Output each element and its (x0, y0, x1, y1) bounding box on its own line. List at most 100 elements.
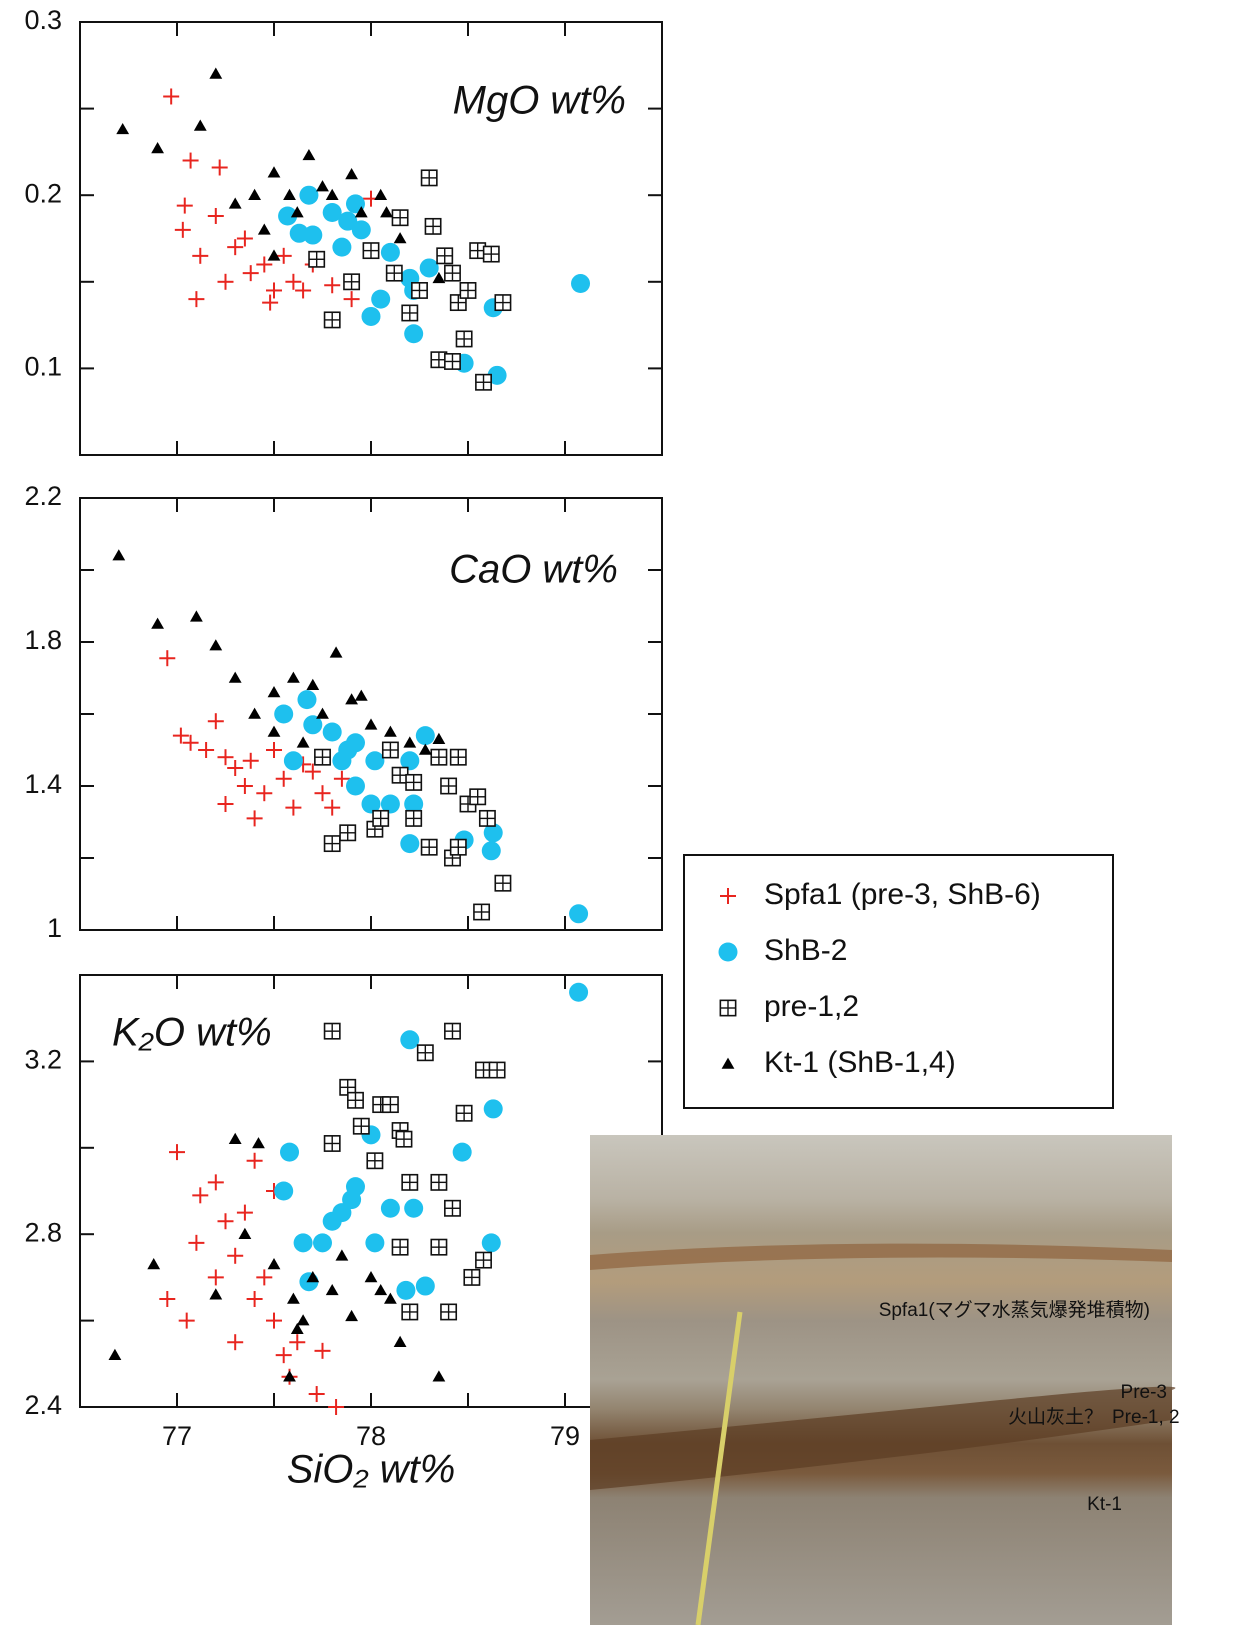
tri (316, 707, 329, 719)
marker-circle (365, 1233, 385, 1253)
marker-circle (332, 751, 352, 771)
tri (108, 1348, 122, 1360)
x-axis-label: SiO₂ wt% (287, 1448, 456, 1492)
tri (290, 1322, 304, 1335)
tri (721, 1057, 735, 1069)
tri (296, 1314, 310, 1326)
x-tick-label: 78 (356, 1421, 386, 1451)
marker-plus (266, 282, 282, 299)
panel-title: K₂O wt% (112, 1011, 272, 1055)
marker-plus (314, 1342, 331, 1359)
dot (569, 982, 589, 1002)
marker-circle (278, 206, 298, 226)
tri (316, 180, 329, 192)
marker-circle (322, 203, 342, 223)
marker-circle (452, 1142, 472, 1162)
legend-marker (720, 888, 736, 904)
marker-plus (227, 1247, 244, 1264)
tri (151, 142, 164, 154)
marker-plus (192, 1187, 209, 1204)
marker-triangle (267, 686, 281, 698)
marker-circle (415, 1276, 435, 1296)
marker-circle (293, 1233, 313, 1253)
dot (332, 751, 352, 771)
marker-circle (400, 751, 420, 771)
dot (400, 834, 420, 854)
dot (365, 1233, 385, 1253)
dot (338, 211, 358, 231)
marker-plus (172, 727, 189, 744)
marker-triangle (325, 1283, 339, 1296)
tri (374, 188, 388, 200)
tri (283, 188, 296, 200)
tri (302, 148, 316, 161)
dot (380, 794, 400, 814)
marker-boxplus (430, 1173, 448, 1191)
marker-circle (345, 776, 365, 796)
marker-circle (303, 225, 323, 245)
marker-boxplus (395, 1130, 413, 1148)
marker-circle (404, 1198, 424, 1218)
marker-boxplus (469, 242, 487, 260)
marker-boxplus (494, 294, 512, 312)
y-tick-label: 0.2 (24, 178, 62, 208)
marker-triangle (345, 693, 358, 705)
marker-plus (227, 760, 244, 776)
legend-box (683, 854, 1114, 1109)
marker-plus (178, 1312, 195, 1329)
tri (354, 206, 368, 218)
dot (452, 1142, 472, 1162)
marker-boxplus (362, 242, 380, 260)
marker-plus (217, 273, 234, 290)
marker-plus (246, 1152, 263, 1169)
tape (695, 1311, 743, 1625)
marker-triangle (267, 166, 281, 178)
dot (481, 1233, 501, 1253)
marker-plus (242, 752, 259, 769)
marker-boxplus (475, 373, 492, 391)
legend-marker (721, 1057, 735, 1069)
marker-circle (569, 904, 589, 924)
tri (283, 1370, 296, 1382)
marker-triangle (252, 1137, 265, 1149)
dot (481, 841, 501, 861)
marker-plus (211, 159, 228, 176)
tri (306, 1271, 320, 1283)
tri (345, 693, 358, 705)
marker-triangle (248, 707, 261, 719)
marker-circle (299, 185, 319, 205)
tri (296, 736, 310, 748)
marker-boxplus (347, 1091, 364, 1109)
dot (404, 1198, 424, 1218)
marker-circle (332, 1203, 352, 1223)
tri (248, 188, 261, 200)
marker-triangle (287, 1292, 300, 1304)
marker-plus (236, 230, 253, 247)
marker-boxplus (366, 1152, 384, 1170)
tri (345, 168, 358, 180)
marker-triangle (432, 732, 446, 744)
marker-boxplus (314, 748, 331, 766)
marker-boxplus (323, 311, 341, 329)
marker-plus (176, 197, 193, 214)
marker-plus (198, 742, 215, 758)
marker-triangle (228, 197, 242, 209)
marker-plus (217, 796, 234, 812)
marker-boxplus (420, 838, 438, 856)
dot (351, 220, 371, 240)
tri (209, 639, 223, 651)
photo (590, 1135, 1176, 1625)
marker-triangle (306, 678, 320, 690)
marker-circle (338, 211, 358, 231)
legend-label: Kt-1 (ShB-1,4) (764, 1046, 956, 1079)
marker-plus (188, 1234, 205, 1251)
marker-plus (289, 1334, 306, 1351)
tri (112, 549, 126, 561)
y-tick-label: 0.3 (24, 5, 62, 35)
tri (267, 725, 281, 737)
dot (571, 274, 591, 294)
tri (384, 1292, 397, 1304)
marker-boxplus (381, 741, 399, 759)
marker-triangle (296, 736, 310, 748)
dot (322, 722, 342, 742)
